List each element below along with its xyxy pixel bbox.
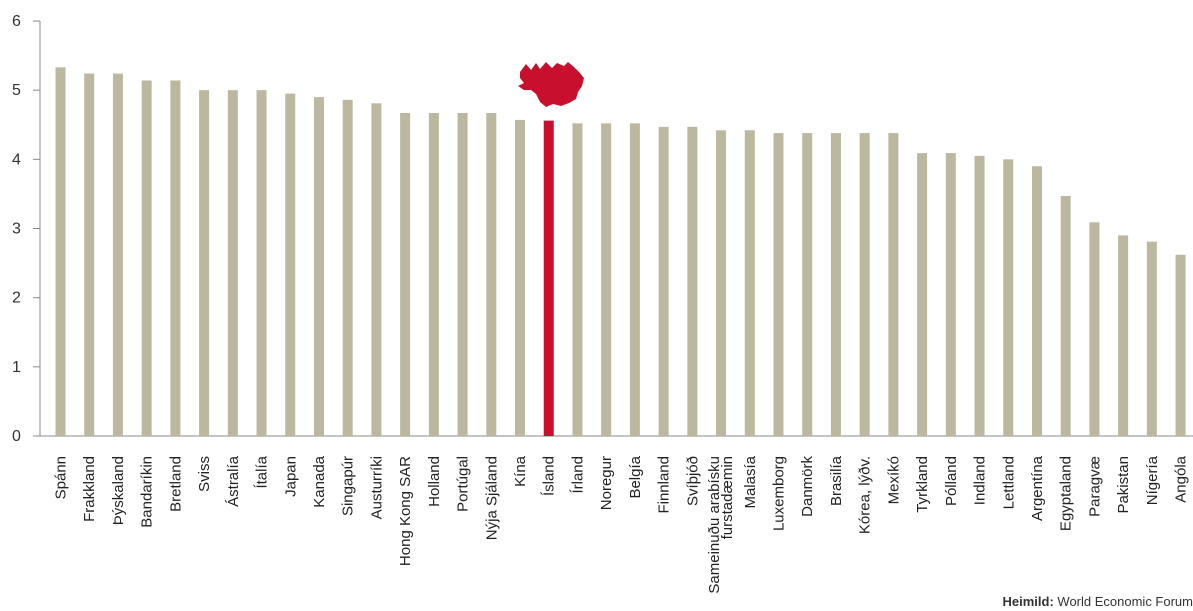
category-label: Kína [512, 455, 529, 487]
bar-6 [227, 90, 238, 437]
bar-7 [256, 90, 267, 437]
x-axis-labels: Spánn Frakkland Þýskaland Bandaríkin Bretlan… [53, 455, 1190, 593]
category-label: Írland [569, 456, 586, 494]
category-label: Holland [426, 456, 443, 507]
bar-22 [687, 126, 698, 436]
y-tick-label: 2 [12, 290, 21, 307]
category-label: Spánn [53, 456, 70, 499]
category-label: Portúgal [455, 456, 472, 512]
bar-33 [1003, 159, 1014, 437]
category-label: Bandaríkin [139, 456, 156, 528]
iceland-map-icon [518, 62, 584, 107]
bar-32 [974, 155, 985, 436]
y-tick-label: 0 [12, 428, 21, 445]
bar-24 [744, 130, 755, 437]
y-tick-label: 5 [12, 82, 21, 99]
category-label: Pólland [943, 456, 960, 506]
bar-36 [1089, 222, 1100, 436]
category-label: Nígería [1144, 455, 1161, 505]
y-tick-label: 3 [12, 221, 21, 238]
bar-26 [802, 133, 813, 437]
bar-1 [84, 73, 95, 437]
category-label: Noregur [598, 456, 615, 510]
bar-14 [457, 112, 468, 436]
bar-9 [313, 97, 324, 436]
bar-4 [170, 80, 181, 436]
category-label: Nýja Sjáland [483, 456, 500, 540]
bar-16 [515, 119, 526, 437]
category-label: Danmörk [799, 456, 816, 517]
bars [55, 67, 1186, 437]
category-label: Svíþjóð [684, 456, 701, 506]
bar-11 [371, 103, 382, 436]
category-label: Pakistan [1115, 456, 1132, 514]
bar-39 [1175, 254, 1186, 436]
y-tick-label: 4 [12, 151, 21, 168]
category-label: Ástralía [225, 455, 242, 507]
bar-3 [141, 80, 152, 436]
category-label: Indland [972, 456, 989, 505]
bar-37 [1118, 235, 1129, 436]
bar-12 [400, 112, 411, 436]
bar-15 [486, 112, 497, 436]
bar-13 [428, 112, 439, 436]
category-label: Kanada [311, 455, 328, 507]
category-label: Egyptaland [1058, 456, 1075, 531]
category-label: Finnland [656, 456, 673, 514]
source-label: Heimild: [1002, 594, 1054, 609]
category-label: Argentína [1029, 455, 1046, 521]
bar-10 [342, 99, 353, 436]
bar-35 [1060, 195, 1071, 436]
category-label: Singapúr [340, 456, 357, 516]
y-tick-label: 1 [12, 359, 21, 376]
bar-31 [945, 153, 956, 436]
bar-28 [859, 133, 870, 437]
bar-8 [285, 93, 296, 436]
category-label: Mexíkó [885, 456, 902, 504]
category-label: Þýskaland [110, 456, 127, 525]
bar-0 [55, 67, 66, 436]
category-label: Kórea, lýðv. [857, 456, 874, 534]
category-label: Frakkland [81, 456, 98, 522]
category-label: Lettland [1000, 456, 1017, 509]
bar-38 [1146, 241, 1157, 436]
source-text: World Economic Forum [1057, 594, 1193, 609]
category-label: Ísland [541, 456, 558, 496]
category-label: Angóla [1173, 455, 1190, 502]
category-label: Hong Kong SAR [397, 456, 414, 566]
bar-27 [830, 133, 841, 437]
category-label: Japan [282, 456, 299, 497]
bar-23 [716, 130, 727, 437]
category-label: Sameinuðu arabískufurstadæmin [706, 456, 736, 594]
category-label: Bretland [167, 456, 184, 512]
category-label: Brasilía [828, 455, 845, 506]
bar-2 [112, 73, 123, 437]
category-label: Sviss [196, 456, 213, 492]
category-label: Belgía [627, 455, 644, 498]
category-label: Paragvæ [1086, 456, 1103, 517]
y-tick-label: 6 [12, 13, 21, 30]
category-label: Tyrkland [914, 456, 931, 513]
category-label: Malasía [742, 455, 759, 508]
source-note: Heimild: World Economic Forum [1003, 594, 1193, 609]
bar-30 [917, 153, 928, 436]
bar-18 [572, 123, 583, 436]
bar-20 [629, 123, 640, 436]
bar-17 [543, 120, 554, 436]
bar-25 [773, 133, 784, 437]
bar-5 [199, 90, 210, 437]
category-label: Luxemborg [771, 456, 788, 531]
bar-21 [658, 126, 669, 436]
bar-34 [1031, 166, 1042, 436]
bar-19 [601, 123, 612, 436]
category-label: Austurríki [368, 456, 385, 519]
category-label: Ítalía [254, 455, 271, 488]
bar-29 [888, 133, 899, 437]
